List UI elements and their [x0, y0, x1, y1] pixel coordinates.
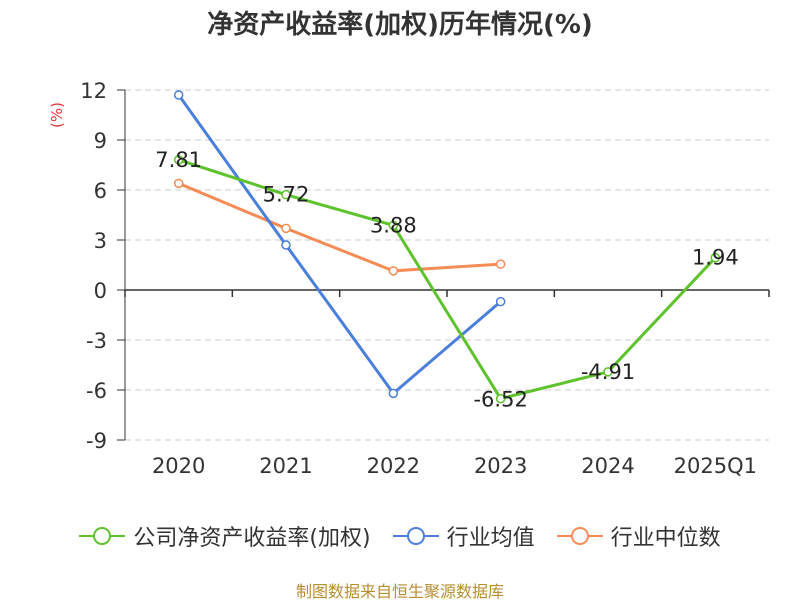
- data-point: [281, 240, 291, 250]
- data-point: [281, 223, 291, 234]
- legend-marker-company: [79, 527, 126, 545]
- data-label: 1.94: [692, 246, 739, 270]
- legend-marker-industry-median: [556, 527, 603, 545]
- series-line: [178, 158, 717, 401]
- data-point: [173, 178, 184, 189]
- data-label: 5.72: [263, 183, 310, 207]
- y-tick-label: -3: [86, 329, 107, 353]
- x-tick-label: 2022: [367, 454, 420, 478]
- data-point: [495, 393, 506, 404]
- data-point: [388, 220, 399, 231]
- y-tick-label: 6: [94, 179, 107, 203]
- x-tick-label: 2024: [581, 454, 634, 478]
- y-tick-label: 12: [80, 79, 107, 103]
- chart-title: 净资产收益率(加权)历年情况(%): [207, 10, 593, 40]
- legend-label-company: 公司净资产收益率(加权): [133, 526, 371, 551]
- data-point: [495, 259, 506, 269]
- data-label: 7.81: [155, 148, 202, 172]
- legend: 公司净资产收益率(加权) 行业均值 行业中位数: [0, 520, 800, 552]
- source-note: 制图数据来自恒生聚源数据库: [295, 582, 504, 601]
- data-point: [603, 367, 613, 377]
- data-point: [173, 90, 184, 100]
- x-tick-label: 2020: [152, 454, 205, 478]
- legend-marker-industry-mean: [392, 527, 439, 545]
- series-line: [178, 181, 501, 273]
- legend-item-company[interactable]: 公司净资产收益率(加权): [79, 520, 371, 552]
- x-tick-label: 2021: [259, 454, 312, 478]
- data-point: [495, 296, 506, 307]
- x-tick-label: 2023: [474, 454, 527, 478]
- data-label: 3.88: [370, 213, 417, 237]
- x-tick-label: 2025Q1: [674, 454, 757, 478]
- data-point: [281, 189, 291, 200]
- y-tick-label: 9: [94, 129, 107, 153]
- legend-label-industry-median: 行业中位数: [610, 526, 721, 551]
- legend-item-industry-median[interactable]: 行业中位数: [556, 520, 721, 552]
- data-point: [388, 388, 399, 399]
- data-point: [710, 252, 721, 263]
- legend-item-industry-mean[interactable]: 行业均值: [392, 520, 535, 552]
- data-label: -4.91: [581, 360, 635, 384]
- y-tick-label: -9: [86, 429, 107, 453]
- y-tick-label: -6: [86, 379, 107, 403]
- y-tick-label: 0: [94, 279, 107, 303]
- data-point: [388, 266, 399, 276]
- series-line: [177, 94, 502, 395]
- y-tick-label: 3: [94, 229, 107, 253]
- data-label: -6.52: [473, 388, 527, 412]
- data-point: [173, 155, 184, 165]
- legend-label-industry-mean: 行业均值: [446, 526, 535, 551]
